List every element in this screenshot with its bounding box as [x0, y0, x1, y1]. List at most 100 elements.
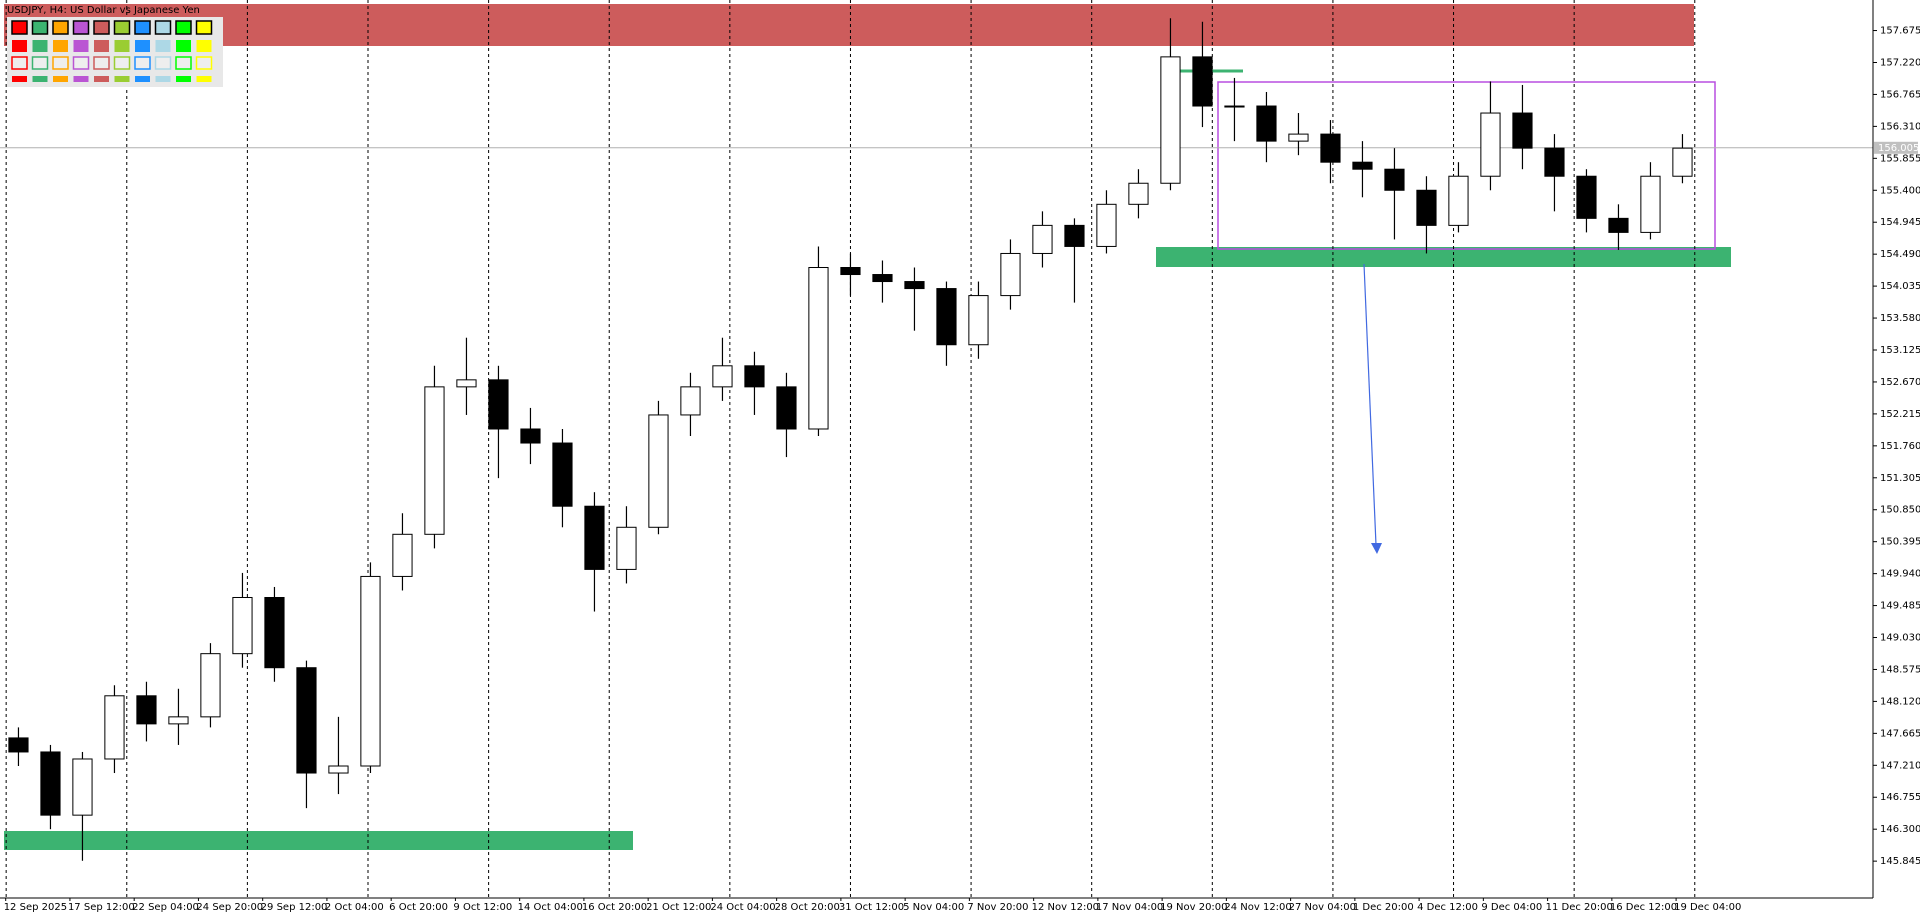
- candle-body: [1576, 175, 1597, 219]
- candle-body: [1320, 133, 1341, 163]
- candle-body: [776, 386, 797, 430]
- swatch: [31, 56, 49, 70]
- candle-body: [968, 295, 989, 346]
- y-tick-label: 145.845: [1880, 856, 1920, 867]
- candle-body: [168, 716, 189, 725]
- candle-body: [1416, 189, 1437, 226]
- x-tick-label: 17 Sep 12:00: [68, 902, 135, 913]
- swatch: [175, 56, 192, 70]
- x-tick-label: 24 Oct 04:00: [710, 902, 775, 913]
- x-tick-label: 29 Sep 12:00: [261, 902, 328, 913]
- swatch: [134, 20, 151, 35]
- swatch: [12, 40, 27, 52]
- candle-body: [1512, 112, 1533, 149]
- candle-body: [104, 695, 125, 760]
- x-tick-label: 22 Sep 04:00: [132, 902, 199, 913]
- x-tick-label: 27 Nov 04:00: [1289, 902, 1356, 913]
- swatch: [114, 76, 130, 82]
- candle-body: [72, 758, 93, 816]
- y-tick-label: 156.765: [1880, 89, 1920, 100]
- y-tick-label: 151.305: [1880, 473, 1920, 484]
- swatch: [53, 76, 68, 82]
- candle-body: [1096, 203, 1117, 247]
- candle-body: [1608, 217, 1629, 233]
- x-tick-label: 16 Oct 20:00: [582, 902, 647, 913]
- y-tick-label: 149.485: [1880, 601, 1920, 612]
- swatch: [93, 56, 110, 70]
- candle-body: [1480, 112, 1501, 177]
- candle-body: [136, 695, 157, 725]
- candle-body: [456, 379, 477, 388]
- candle-body: [840, 267, 861, 276]
- arrow-head: [1371, 543, 1382, 554]
- candle-body: [1384, 168, 1405, 191]
- swatch: [94, 40, 109, 52]
- y-tick-label: 157.675: [1880, 26, 1920, 37]
- candle-body: [1192, 56, 1213, 107]
- candle-body: [520, 428, 541, 444]
- x-tick-label: 6 Oct 20:00: [389, 902, 448, 913]
- chart-title: USDJPY, H4: US Dollar vs Japanese Yen: [7, 5, 200, 16]
- candle-body: [360, 575, 381, 767]
- swatch: [113, 56, 131, 70]
- x-tick-label: 12 Sep 2025: [4, 902, 67, 913]
- support-zone: [4, 831, 633, 850]
- x-tick-label: 14 Oct 04:00: [518, 902, 583, 913]
- candle-body: [712, 365, 733, 388]
- y-tick-label: 147.665: [1880, 728, 1920, 739]
- y-tick-label: 147.210: [1880, 760, 1920, 771]
- swatch: [52, 56, 69, 70]
- swatch: [196, 40, 212, 52]
- y-tick-label: 157.220: [1880, 57, 1920, 68]
- swatch: [176, 40, 191, 52]
- swatch: [155, 76, 171, 82]
- candle-body: [744, 365, 765, 388]
- candle-body: [1256, 105, 1277, 142]
- x-tick-label: 9 Dec 04:00: [1481, 902, 1542, 913]
- swatch: [94, 76, 109, 82]
- swatch: [93, 20, 110, 35]
- y-tick-label: 149.940: [1880, 569, 1920, 580]
- swatch: [135, 76, 150, 82]
- candle-body: [680, 386, 701, 416]
- candle-body: [872, 274, 893, 283]
- y-tick-label: 146.755: [1880, 792, 1920, 803]
- candle-body: [1640, 175, 1661, 233]
- candle-body: [296, 667, 317, 774]
- x-tick-label: 4 Dec 12:00: [1417, 902, 1478, 913]
- candle-body: [648, 414, 669, 528]
- candle-body: [488, 379, 509, 430]
- y-tick-label: 150.850: [1880, 505, 1920, 516]
- x-tick-label: 21 Oct 12:00: [646, 902, 711, 913]
- current-price-label: 156.005: [1878, 143, 1919, 154]
- x-tick-label: 7 Nov 20:00: [967, 902, 1028, 913]
- arrow-line: [1363, 263, 1377, 546]
- swatch: [114, 40, 130, 52]
- candle-body: [1064, 224, 1085, 247]
- swatch: [32, 76, 48, 82]
- candle-body: [1448, 175, 1469, 226]
- candle-body: [1000, 252, 1021, 297]
- swatch: [176, 76, 191, 82]
- swatch: [12, 76, 27, 82]
- swatch: [196, 76, 212, 82]
- y-tick-label: 155.855: [1880, 153, 1920, 164]
- color-palette: [7, 17, 223, 87]
- swatch: [195, 20, 213, 35]
- candle-body: [392, 533, 413, 577]
- y-tick-label: 152.215: [1880, 409, 1920, 420]
- swatch: [154, 20, 172, 35]
- candle-body: [584, 505, 605, 570]
- candle-body: [328, 765, 349, 774]
- y-tick-label: 146.300: [1880, 824, 1920, 835]
- x-tick-label: 28 Oct 20:00: [775, 902, 840, 913]
- x-tick-label: 5 Nov 04:00: [903, 902, 964, 913]
- x-tick-label: 2 Oct 04:00: [325, 902, 384, 913]
- y-tick-label: 156.310: [1880, 121, 1920, 132]
- candle-body: [200, 653, 221, 718]
- candle-body: [264, 596, 285, 669]
- x-tick-label: 11 Dec 20:00: [1546, 902, 1613, 913]
- swatch: [32, 40, 48, 52]
- swatch: [113, 20, 131, 35]
